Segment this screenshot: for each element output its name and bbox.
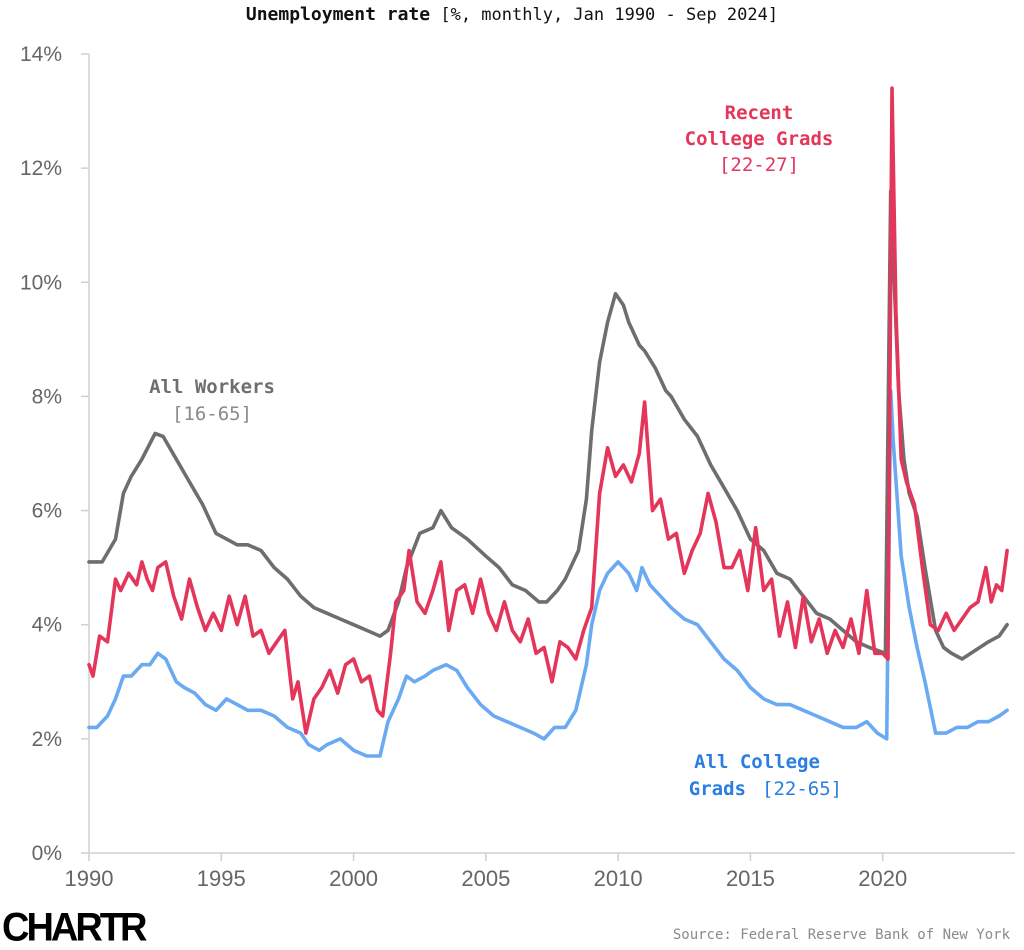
chart-title: Unemployment rate [%, monthly, Jan 1990 … [0,4,1024,25]
chart-subtitle: [%, monthly, Jan 1990 - Sep 2024] [440,5,779,25]
axes: 0% 2% 4% 6% 8% 10% 12% 14% 1990 1995 2000 2005 2010 2… [20,43,1015,891]
x-tick-label: 2020 [858,866,907,891]
series-line-all-college-grads [87,388,1009,758]
label-all-grads-line2: Grads [689,778,746,800]
series-layer [87,86,1009,758]
x-tick-label: 2005 [461,866,510,891]
series-line-all-workers [87,189,1009,661]
source-note: Source: Federal Reserve Bank of New York [672,927,1010,943]
y-tick-label: 0% [32,842,62,865]
x-tick-label: 1990 [65,866,114,891]
x-tick-label: 2010 [594,866,643,891]
chartr-logo: CHARTR [2,905,147,950]
x-tick-label: 2015 [726,866,775,891]
label-all-workers-title: All Workers [149,376,275,398]
y-tick-label: 2% [32,728,62,751]
label-all-grads-range: [22-65] [762,778,842,800]
label-recent-grads-line1: Recent [725,102,794,124]
series-labels: All Workers [16-65] Recent College Grads… [149,102,842,800]
y-tick-label: 10% [20,271,62,294]
x-tick-label: 1995 [197,866,246,891]
y-tick-label: 14% [20,43,62,66]
y-tick-label: 4% [32,614,62,637]
y-tick-label: 8% [32,385,62,408]
label-all-grads-line1: All College [694,751,820,773]
chart-title-main: Unemployment rate [245,4,431,25]
y-tick-label: 12% [20,157,62,180]
x-tick-label: 2000 [329,866,378,891]
label-all-workers-range: [16-65] [172,403,252,425]
label-recent-grads-line2: College Grads [685,128,834,150]
y-tick-label: 6% [32,500,62,523]
label-recent-grads-range: [22-27] [719,154,799,176]
series-line-recent-college-grads [87,86,1009,735]
